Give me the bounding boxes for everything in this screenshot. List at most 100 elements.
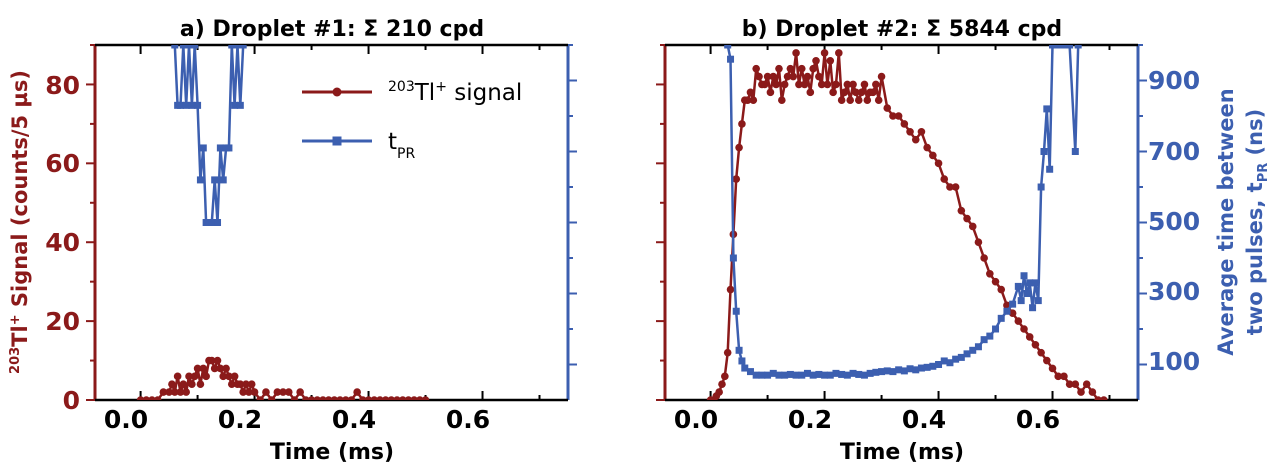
signal-point	[775, 64, 783, 73]
tpr-point	[1049, 45, 1057, 49]
panel-b-x-axis-label: Time (ms)	[840, 440, 964, 465]
signal-point	[313, 396, 322, 400]
tpr-point	[732, 307, 740, 315]
tpr-point	[923, 363, 931, 371]
signal-point	[735, 143, 743, 152]
signal-point	[247, 380, 256, 389]
signal-point	[208, 356, 216, 365]
signal-point	[416, 396, 424, 400]
tpr-point	[1066, 45, 1074, 49]
signal-point	[185, 372, 193, 381]
signal-point	[165, 388, 173, 396]
tpr-point	[208, 219, 216, 226]
tpr-point	[821, 371, 829, 379]
panel-a-x-tick-label: 0.2	[218, 405, 262, 434]
panel-a-y-tick-label: 80	[45, 71, 80, 100]
signal-point	[837, 96, 846, 105]
panel-a-y-tick-label: 20	[45, 307, 80, 336]
signal-point	[835, 49, 843, 57]
tpr-point	[969, 346, 977, 354]
tpr-point	[883, 367, 891, 375]
signal-point	[869, 88, 877, 97]
tpr-point	[1003, 307, 1011, 315]
signal-point	[193, 364, 202, 373]
tpr-point	[214, 219, 222, 226]
signal-point	[860, 80, 869, 89]
tpr-point	[980, 336, 988, 344]
tpr-point	[199, 144, 207, 152]
signal-point	[242, 380, 250, 389]
tpr-point	[860, 371, 868, 379]
signal-point	[1088, 388, 1097, 396]
tpr-point	[211, 176, 219, 184]
signal-point	[800, 80, 809, 89]
tpr-point	[929, 362, 937, 370]
panel-b-right-tick-label: 100	[1148, 347, 1200, 376]
signal-point	[746, 88, 755, 97]
signal-point	[1100, 396, 1108, 400]
tpr-point	[1071, 148, 1079, 155]
signal-point	[188, 380, 196, 389]
signal-point	[829, 88, 837, 97]
signal-point	[718, 380, 726, 389]
signal-point	[159, 388, 168, 396]
signal-point	[284, 388, 293, 396]
tpr-point	[758, 371, 766, 379]
tpr-point	[228, 45, 236, 49]
panel-a-y-tick-label: 0	[63, 386, 80, 415]
tpr-point	[917, 364, 925, 372]
signal-point	[749, 96, 758, 105]
tpr-point	[216, 144, 224, 152]
signal-point	[843, 80, 852, 89]
tpr-point	[798, 371, 806, 379]
tpr-point	[1040, 148, 1048, 155]
tpr-point	[889, 368, 897, 376]
tpr-point	[1043, 105, 1051, 113]
tpr-point	[878, 368, 886, 376]
signal-point	[236, 380, 245, 389]
tpr-point	[1017, 297, 1025, 305]
signal-point	[906, 127, 914, 136]
signal-point	[353, 388, 361, 396]
legend-tpr-marker	[332, 136, 342, 146]
signal-point	[846, 96, 855, 105]
signal-point	[179, 380, 188, 389]
panel-b-right-tick-label: 700	[1148, 137, 1200, 166]
signal-point	[1025, 333, 1034, 341]
legend-signal-marker	[332, 87, 342, 97]
signal-point	[202, 372, 210, 381]
signal-point	[250, 388, 259, 396]
signal-point	[196, 380, 205, 389]
panel-a-x-axis-label: Time (ms)	[270, 440, 394, 465]
signal-point	[359, 396, 367, 400]
panel-b: b) Droplet #2: Σ 5844 cpd 0.0 0.2 0.4 0.…	[656, 17, 1271, 465]
signal-point	[256, 396, 265, 400]
signal-point	[387, 396, 396, 400]
signal-point	[732, 175, 741, 183]
signal-point	[1094, 396, 1102, 400]
signal-point	[290, 396, 299, 400]
signal-point	[136, 396, 145, 400]
signal-point	[1077, 388, 1085, 396]
tpr-point	[194, 101, 202, 109]
signal-point	[190, 372, 199, 381]
tpr-point	[986, 332, 994, 340]
tpr-point	[826, 371, 834, 379]
tpr-point	[179, 45, 187, 49]
tpr-point	[1037, 183, 1045, 191]
signal-point	[153, 396, 162, 400]
signal-point	[934, 159, 943, 168]
tpr-point	[855, 370, 863, 378]
tpr-point	[940, 357, 948, 365]
panel-b-x-tick-label: 0.4	[902, 405, 946, 434]
signal-point	[929, 151, 937, 160]
signal-point	[404, 396, 413, 400]
signal-point	[789, 72, 798, 81]
signal-point	[803, 72, 812, 81]
tpr-point	[231, 101, 239, 109]
signal-point	[721, 372, 729, 381]
signal-point	[210, 364, 219, 373]
tpr-point	[963, 350, 971, 358]
